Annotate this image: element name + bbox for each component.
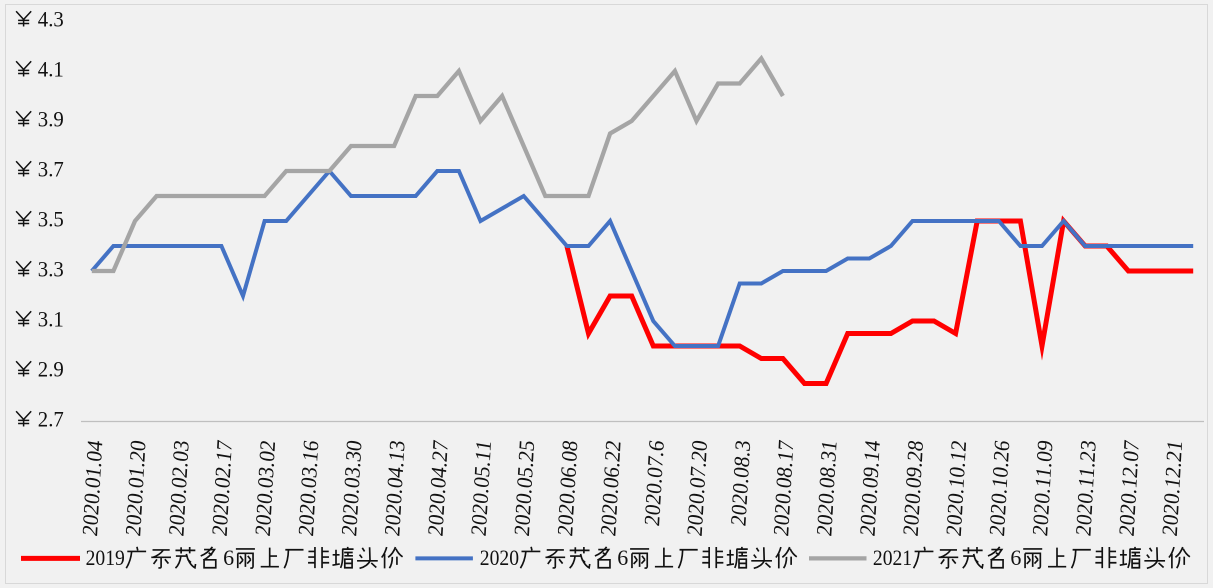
svg-text:3.5: 3.5 [38,207,64,232]
svg-text:2.9: 2.9 [38,357,64,382]
svg-text:2020.11.23: 2020.11.23 [1071,438,1101,537]
svg-text:2020.11.09: 2020.11.09 [1027,438,1057,537]
svg-text:2020.08.17: 2020.08.17 [768,438,798,537]
svg-text:6: 6 [617,545,628,570]
svg-text:3.3: 3.3 [38,257,64,282]
svg-text:2020.03.02: 2020.03.02 [250,438,280,537]
svg-text:4.3: 4.3 [38,7,64,32]
svg-text:2020.02.17: 2020.02.17 [207,438,237,537]
svg-text:2020.09.14: 2020.09.14 [855,438,885,537]
svg-text:2020.10.26: 2020.10.26 [984,438,1014,537]
svg-text:2020.01.04: 2020.01.04 [77,438,107,537]
svg-text:2020.12.07: 2020.12.07 [1114,438,1144,537]
svg-text:2020.07.20: 2020.07.20 [682,438,712,537]
svg-text:6: 6 [223,545,234,570]
svg-text:2019: 2019 [86,545,125,570]
svg-text:2020.03.16: 2020.03.16 [293,438,323,537]
svg-text:3.1: 3.1 [38,307,64,332]
svg-text:2020.03.30: 2020.03.30 [336,438,366,537]
svg-text:2020.04.13: 2020.04.13 [379,438,409,537]
svg-text:2020.06.22: 2020.06.22 [595,438,625,537]
svg-text:2020.02.03: 2020.02.03 [164,438,194,537]
svg-text:3.9: 3.9 [38,107,64,132]
svg-text:2020.05.11: 2020.05.11 [466,438,496,537]
svg-text:2020.08.31: 2020.08.31 [811,438,841,537]
svg-text:2020: 2020 [480,545,519,570]
svg-text:2020.09.28: 2020.09.28 [898,438,928,537]
svg-text:2020.04.27: 2020.04.27 [423,438,453,537]
svg-text:2020.08.3: 2020.08.3 [726,438,756,527]
svg-text:2021: 2021 [873,545,912,570]
svg-text:2020.06.08: 2020.06.08 [552,438,582,537]
svg-text:6: 6 [1010,545,1021,570]
svg-text:2020.05.25: 2020.05.25 [509,438,539,537]
svg-text:2.7: 2.7 [38,407,64,432]
svg-text:2020.01.20: 2020.01.20 [120,438,150,537]
svg-text:3.7: 3.7 [38,157,64,182]
svg-text:2020.10.12: 2020.10.12 [941,438,971,537]
svg-text:2020.12.21: 2020.12.21 [1157,438,1187,537]
svg-text:2020.07.6: 2020.07.6 [639,438,669,527]
svg-text:4.1: 4.1 [38,57,64,82]
